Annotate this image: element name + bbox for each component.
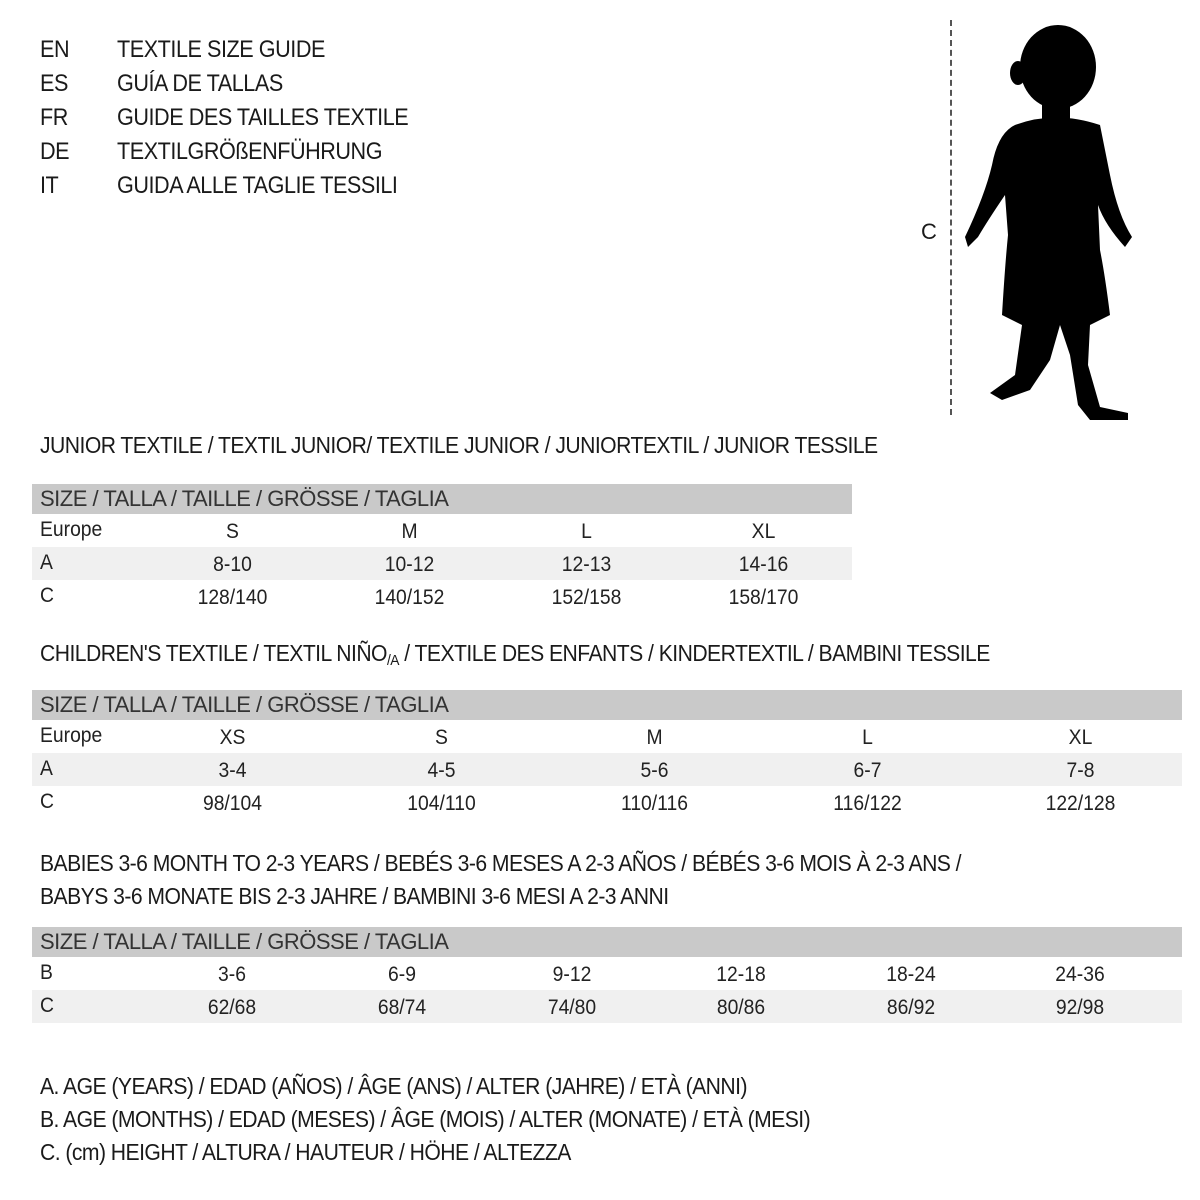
cell: 92/98 xyxy=(1055,996,1105,1019)
cell: 98/104 xyxy=(202,792,263,815)
title-subscript: /A xyxy=(386,652,399,669)
cell: 8-10 xyxy=(213,553,252,576)
title-part: CHILDREN'S TEXTILE / TEXTIL NIÑO xyxy=(40,640,388,666)
cell: 86/92 xyxy=(886,996,936,1019)
lang-code: ES xyxy=(40,70,68,97)
legend-a: A. AGE (YEARS) / EDAD (AÑOS) / ÂGE (ANS)… xyxy=(40,1073,748,1099)
cell: 9-12 xyxy=(552,963,592,986)
table-row: B 3-6 6-9 9-12 12-18 18-24 24-36 xyxy=(32,957,1182,990)
cell: 3-4 xyxy=(218,759,247,782)
row-label: B xyxy=(40,961,53,984)
height-measure-line xyxy=(950,20,952,415)
height-label: C xyxy=(921,219,937,244)
junior-size-table: SIZE / TALLA / TAILLE / GRÖSSE / TAGLIA … xyxy=(32,484,852,613)
row-label: C xyxy=(40,790,54,813)
cell: 24-36 xyxy=(1055,963,1105,986)
table-header: SIZE / TALLA / TAILLE / GRÖSSE / TAGLIA xyxy=(32,484,852,514)
cell: 104/110 xyxy=(407,792,476,815)
cell: S xyxy=(226,520,239,543)
cell: 18-24 xyxy=(886,963,936,986)
cell: 7-8 xyxy=(1066,759,1095,782)
babies-section-title-line2: BABYS 3-6 MONATE BIS 2-3 JAHRE / BAMBINI… xyxy=(40,883,669,909)
row-label: C xyxy=(40,584,54,607)
table-row: Europe XS S M L XL xyxy=(32,720,1182,753)
title-text: GUIDE DES TAILLES TEXTILE xyxy=(117,104,409,131)
row-label: C xyxy=(40,994,54,1017)
cell: 3-6 xyxy=(218,963,246,986)
cell: 10-12 xyxy=(384,553,435,576)
children-section-title: CHILDREN'S TEXTILE / TEXTIL NIÑO/A / TEX… xyxy=(40,640,990,669)
row-label: Europe xyxy=(40,518,103,541)
children-size-table: SIZE / TALLA / TAILLE / GRÖSSE / TAGLIA … xyxy=(32,690,1182,819)
title-text: GUÍA DE TALLAS xyxy=(117,70,283,97)
table-row: C 62/68 68/74 74/80 80/86 86/92 92/98 xyxy=(32,990,1182,1023)
cell: 6-7 xyxy=(853,759,882,782)
lang-code: IT xyxy=(40,172,59,199)
table-header: SIZE / TALLA / TAILLE / GRÖSSE / TAGLIA xyxy=(32,690,1182,720)
table-row: Europe S M L XL xyxy=(32,514,852,547)
cell: 12-18 xyxy=(716,963,766,986)
row-label: A xyxy=(40,757,53,780)
cell: 128/140 xyxy=(197,586,268,609)
cell: 110/116 xyxy=(621,792,688,815)
legend-b: B. AGE (MONTHS) / EDAD (MESES) / ÂGE (MO… xyxy=(40,1106,811,1132)
title-text: GUIDA ALLE TAGLIE TESSILI xyxy=(117,172,398,199)
table-row: C 98/104 104/110 110/116 116/122 122/128 xyxy=(32,786,1182,819)
table-header: SIZE / TALLA / TAILLE / GRÖSSE / TAGLIA xyxy=(32,927,1182,957)
cell: 74/80 xyxy=(547,996,597,1019)
row-label: A xyxy=(40,551,53,574)
table-row: A 3-4 4-5 5-6 6-7 7-8 xyxy=(32,753,1182,786)
cell: 6-9 xyxy=(388,963,416,986)
cell: XL xyxy=(1068,726,1093,749)
cell: 14-16 xyxy=(738,553,789,576)
cell: 80/86 xyxy=(716,996,766,1019)
cell: 158/170 xyxy=(728,586,799,609)
lang-code: DE xyxy=(40,138,70,165)
cell: 140/152 xyxy=(374,586,445,609)
cell: 122/128 xyxy=(1045,792,1116,815)
cell: XS xyxy=(219,726,246,749)
row-label: Europe xyxy=(40,724,103,747)
lang-code: EN xyxy=(40,36,70,63)
cell: XL xyxy=(751,520,776,543)
cell: S xyxy=(435,726,448,749)
cell: 152/158 xyxy=(551,586,622,609)
cell: 116/122 xyxy=(833,792,902,815)
cell: 4-5 xyxy=(427,759,456,782)
title-text: TEXTILE SIZE GUIDE xyxy=(117,36,325,63)
legend-c: C. (cm) HEIGHT / ALTURA / HAUTEUR / HÖHE… xyxy=(40,1139,571,1165)
title-part: / TEXTILE DES ENFANTS / KINDERTEXTIL / B… xyxy=(398,640,990,666)
child-silhouette-icon xyxy=(965,25,1132,420)
junior-section-title: JUNIOR TEXTILE / TEXTIL JUNIOR/ TEXTILE … xyxy=(40,432,878,458)
cell: L xyxy=(862,726,873,749)
cell: L xyxy=(581,520,592,543)
title-text: TEXTILGRÖßENFÜHRUNG xyxy=(117,138,383,165)
cell: M xyxy=(646,726,663,749)
cell: 5-6 xyxy=(640,759,669,782)
lang-code: FR xyxy=(40,104,68,131)
cell: 12-13 xyxy=(561,553,612,576)
cell: 68/74 xyxy=(377,996,427,1019)
cell: 62/68 xyxy=(207,996,257,1019)
table-row: C 128/140 140/152 152/158 158/170 xyxy=(32,580,852,613)
babies-section-title-line1: BABIES 3-6 MONTH TO 2-3 YEARS / BEBÉS 3-… xyxy=(40,850,962,876)
table-row: A 8-10 10-12 12-13 14-16 xyxy=(32,547,852,580)
babies-size-table: SIZE / TALLA / TAILLE / GRÖSSE / TAGLIA … xyxy=(32,927,1182,1023)
cell: M xyxy=(401,520,418,543)
